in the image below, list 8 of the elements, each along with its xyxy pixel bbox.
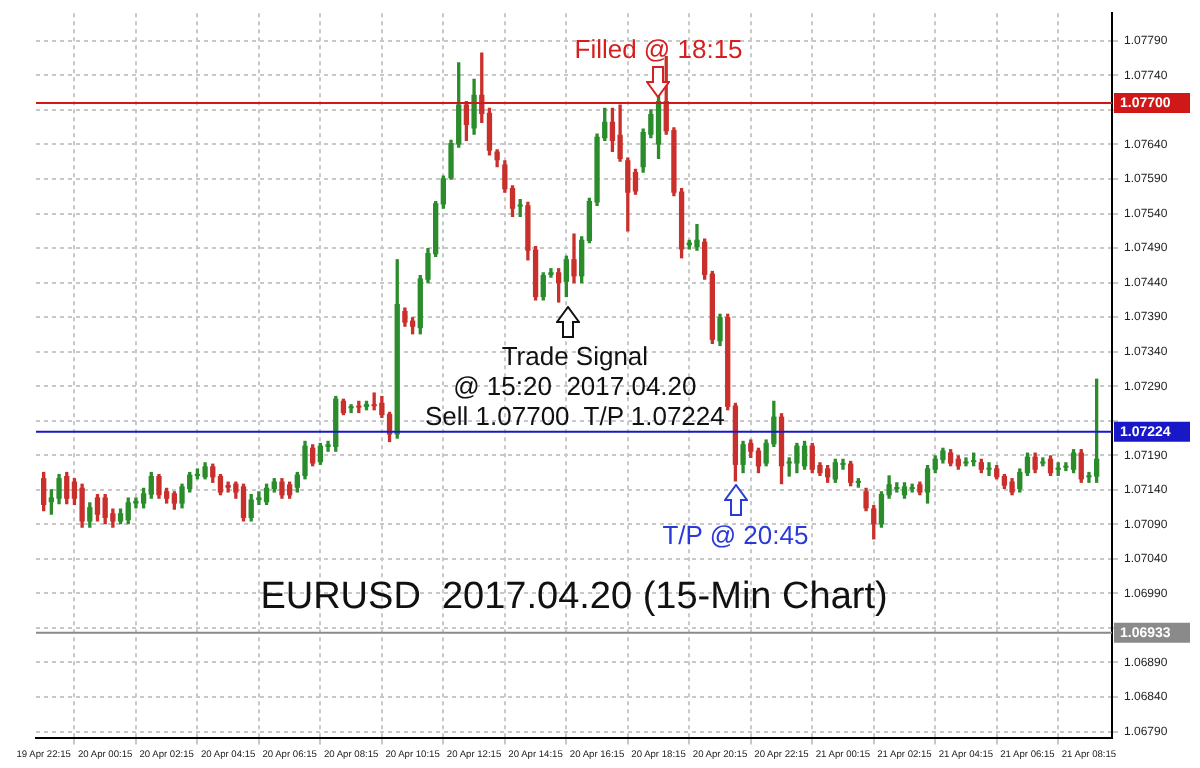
candlestick (694, 223, 700, 251)
annotation: Trade Signal @ 15:20 2017.04.20 Sell 1.07700 T/P 1.07224 (425, 341, 725, 432)
annotation: T/P @ 20:45 (662, 519, 809, 550)
annotation: Filled @ 18:15 (574, 34, 743, 65)
candlestick (963, 457, 969, 467)
text: EURUSD 2017.04.20 (15-Min Chart) (260, 575, 888, 618)
candlestick (348, 404, 354, 414)
candlestick (986, 462, 992, 476)
